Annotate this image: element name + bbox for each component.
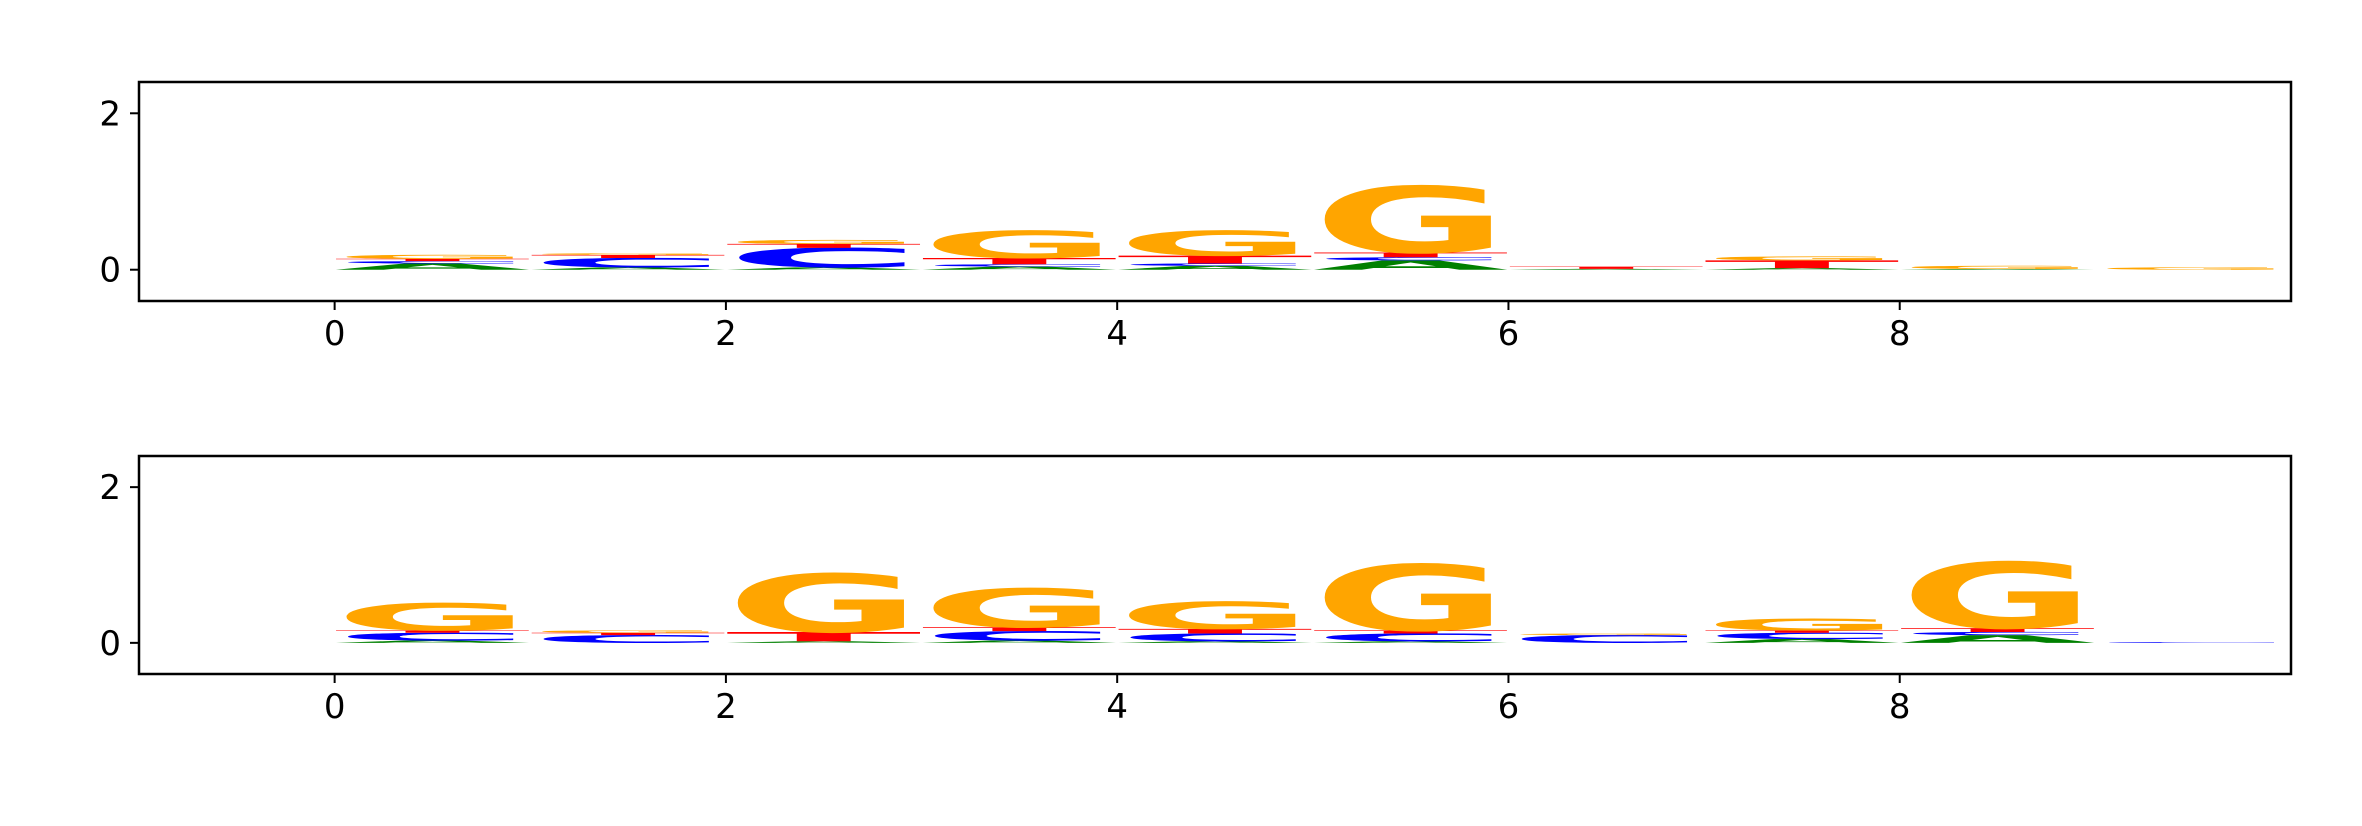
letter-glyph: T (726, 243, 922, 249)
letter-glyph: A (922, 266, 1118, 271)
letter-glyph: C (1117, 631, 1313, 643)
letter-glyph: T (1117, 254, 1315, 267)
x-tick-label: 8 (1889, 314, 1911, 354)
letter-glyph: T (335, 258, 531, 262)
letter-glyph: T (1313, 251, 1509, 259)
letter-glyph: G (1117, 224, 1313, 264)
letter-glyph: A (922, 640, 1119, 644)
letter-glyph: T (1900, 627, 2096, 633)
letter-glyph: T (1508, 266, 1704, 270)
letter-glyph: G (1508, 633, 1704, 636)
letter-glyph: T (530, 254, 726, 259)
x-tick-label: 8 (1889, 687, 1911, 727)
letter-glyph: C (1704, 631, 1900, 641)
letter-glyph: T (335, 630, 531, 634)
letter-glyph: C (530, 255, 726, 270)
x-tick-label: 6 (1498, 314, 1520, 354)
letter-glyph: G (335, 596, 531, 640)
letter-glyph: A (530, 267, 727, 271)
letter-glyph: C (335, 260, 531, 264)
letter-glyph: G (1900, 265, 2096, 270)
letter-glyph: A (1117, 641, 1314, 644)
letter-glyph: G (1900, 543, 2096, 649)
letter-glyph: T (922, 256, 1120, 266)
letter-glyph: G (1313, 168, 1509, 275)
letter-glyph: C (1313, 256, 1509, 261)
letter-glyph: C (335, 631, 531, 643)
letter-glyph: T (726, 629, 923, 644)
y-tick-label: 0 (99, 624, 121, 664)
letter-glyph: A (1313, 641, 1510, 644)
y-tick-label: 2 (99, 94, 121, 134)
letter-glyph: A (335, 640, 532, 644)
letter-glyph: A (1900, 269, 2097, 270)
letter-glyph: T (1117, 628, 1313, 636)
letter-glyph: A (726, 267, 923, 271)
letter-glyph: A (1508, 269, 1705, 270)
letter-glyph: G (2095, 267, 2291, 271)
letter-glyph: G (1313, 546, 1509, 652)
letter-glyph: C (922, 629, 1118, 644)
letter-glyph: A (335, 262, 531, 272)
letter-glyph: C (2095, 642, 2291, 643)
letter-glyph: C (726, 243, 922, 274)
letter-glyph: C (530, 633, 726, 645)
x-tick-label: 0 (324, 687, 346, 727)
letter-glyph: A (1900, 633, 2096, 645)
letter-glyph: C (1508, 633, 1704, 645)
letter-glyph: A (1117, 265, 1313, 271)
letter-glyph: A (1313, 258, 1509, 273)
letter-glyph: A (726, 641, 923, 644)
letter-glyph: G (922, 578, 1118, 640)
y-tick-label: 0 (99, 251, 121, 291)
letter-glyph: C (1313, 631, 1509, 643)
letter-glyph: T (1704, 258, 1902, 271)
letter-glyph: G (922, 223, 1118, 267)
x-tick-label: 2 (715, 687, 737, 727)
letter-glyph: G (1704, 255, 1900, 261)
letter-glyph: T (1704, 630, 1900, 634)
letter-glyph: T (922, 626, 1118, 632)
x-tick-label: 4 (1106, 314, 1128, 354)
x-tick-label: 2 (715, 314, 737, 354)
letter-glyph: C (1117, 263, 1313, 267)
letter-glyph: G (726, 239, 922, 245)
letter-glyph: G (335, 254, 531, 260)
x-tick-label: 6 (1498, 687, 1520, 727)
axes-frame (137, 80, 2293, 303)
letter-glyph: A (1704, 638, 1900, 644)
letter-glyph: A (1704, 268, 1901, 271)
letter-glyph: G (726, 559, 922, 652)
letter-glyph: G (530, 253, 726, 256)
letter-glyph: G (1117, 594, 1313, 638)
letter-glyph: C (922, 264, 1118, 268)
letter-glyph: G (1704, 616, 1900, 635)
axes-frame (137, 454, 2293, 676)
letter-glyph: G (530, 630, 726, 634)
letter-glyph: C (1900, 631, 2096, 636)
x-tick-label: 4 (1106, 687, 1128, 727)
letter-glyph: T (530, 632, 726, 636)
y-tick-label: 2 (99, 468, 121, 508)
letter-glyph: T (1313, 630, 1509, 635)
x-tick-label: 0 (324, 314, 346, 354)
